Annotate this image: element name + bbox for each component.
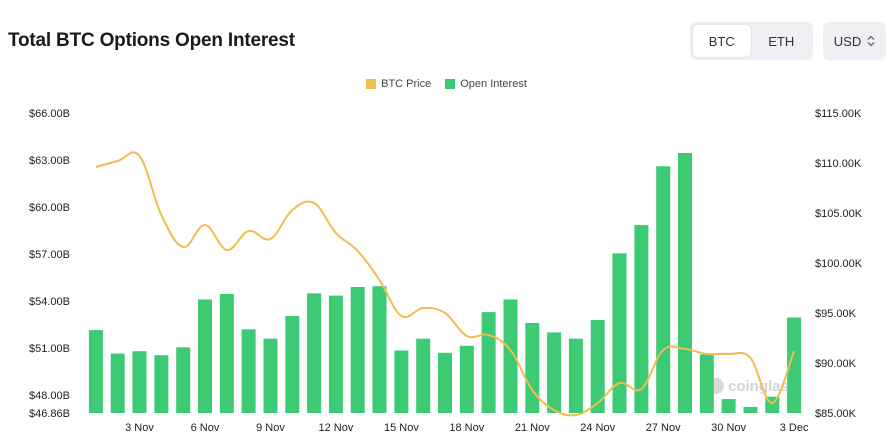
legend-item-open-interest[interactable]: Open Interest [445,78,527,90]
y-right-tick-label: $90.00K [815,358,857,370]
oi-bar[interactable] [154,355,169,413]
oi-bar[interactable] [438,352,452,413]
oi-bar[interactable] [503,299,518,414]
oi-bar[interactable] [110,353,125,413]
oi-bar[interactable] [350,287,365,413]
oi-bar[interactable] [634,225,649,413]
page-title: Total BTC Options Open Interest [8,30,295,51]
x-tick-label: 27 Nov [646,422,681,433]
oi-bar[interactable] [416,338,431,413]
oi-bar[interactable] [459,345,474,413]
oi-bar[interactable] [198,299,212,414]
y-left-tick-label: $63.00B [29,155,70,167]
y-left-tick-label: $60.00B [29,202,70,214]
x-tick-label: 12 Nov [318,422,353,433]
oi-bar[interactable] [481,312,496,413]
y-left-tick-label: $46.86B [29,408,70,420]
y-right-tick-label: $110.00K [815,158,862,170]
oi-bar[interactable] [263,338,278,413]
oi-bar[interactable] [307,293,322,413]
x-tick-label: 18 Nov [449,422,484,433]
oi-bar[interactable] [394,350,409,414]
oi-bar[interactable] [285,316,300,413]
legend-label-open-interest: Open Interest [460,78,527,90]
x-tick-label: 21 Nov [515,422,550,433]
oi-bar[interactable] [568,338,583,413]
currency-select[interactable]: USD [823,22,886,60]
btc-price-line [95,151,796,417]
y-left-tick-label: $57.00B [29,249,70,261]
oi-bar[interactable] [547,332,562,413]
y-right-tick-label: $100.00K [815,258,863,270]
oi-bar[interactable] [721,399,736,413]
y-left-tick-label: $54.00B [29,296,70,308]
x-tick-label: 15 Nov [384,422,419,433]
x-tick-label: 6 Nov [191,422,220,433]
y-left-tick-label: $48.00B [29,390,70,402]
oi-bar[interactable] [787,317,802,414]
x-tick-label: 24 Nov [580,422,615,433]
chart-legend: BTC Price Open Interest [0,78,893,90]
oi-bar[interactable] [656,166,671,413]
oi-bar[interactable] [525,323,540,413]
chevron-up-down-icon [867,35,875,47]
oi-bar[interactable] [678,153,692,413]
oi-bar[interactable] [590,319,605,413]
y-right-tick-label: $105.00K [815,208,863,220]
y-right-tick-label: $85.00K [815,408,857,420]
legend-item-btc-price[interactable]: BTC Price [366,78,431,90]
y-left-tick-label: $66.00B [29,108,70,120]
legend-swatch-btc-price [366,79,377,89]
eth-toggle-button[interactable]: ETH [768,33,795,49]
asset-toggle: BTC ETH [690,22,813,60]
y-left-tick-label: $51.00B [29,343,70,355]
y-right-tick-label: $95.00K [815,308,857,320]
oi-bar[interactable] [743,406,758,413]
x-tick-label: 3 Dec [780,422,809,433]
oi-bar[interactable] [372,286,387,413]
oi-bar[interactable] [241,329,256,413]
oi-bar[interactable] [612,253,627,413]
oi-bar[interactable] [699,354,714,413]
oi-bar[interactable] [176,347,191,413]
legend-swatch-open-interest [445,79,456,89]
y-right-tick-label: $115.00K [815,108,862,120]
currency-select-value: USD [833,33,862,49]
x-tick-label: 9 Nov [256,422,285,433]
oi-bar[interactable] [328,295,343,413]
x-tick-label: 3 Nov [125,422,154,433]
x-tick-label: 30 Nov [711,422,746,433]
oi-bar[interactable] [132,351,147,413]
legend-label-btc-price: BTC Price [381,78,432,90]
oi-bar[interactable] [88,330,103,413]
btc-toggle-button[interactable]: BTC [693,25,751,57]
oi-bar[interactable] [219,294,234,413]
